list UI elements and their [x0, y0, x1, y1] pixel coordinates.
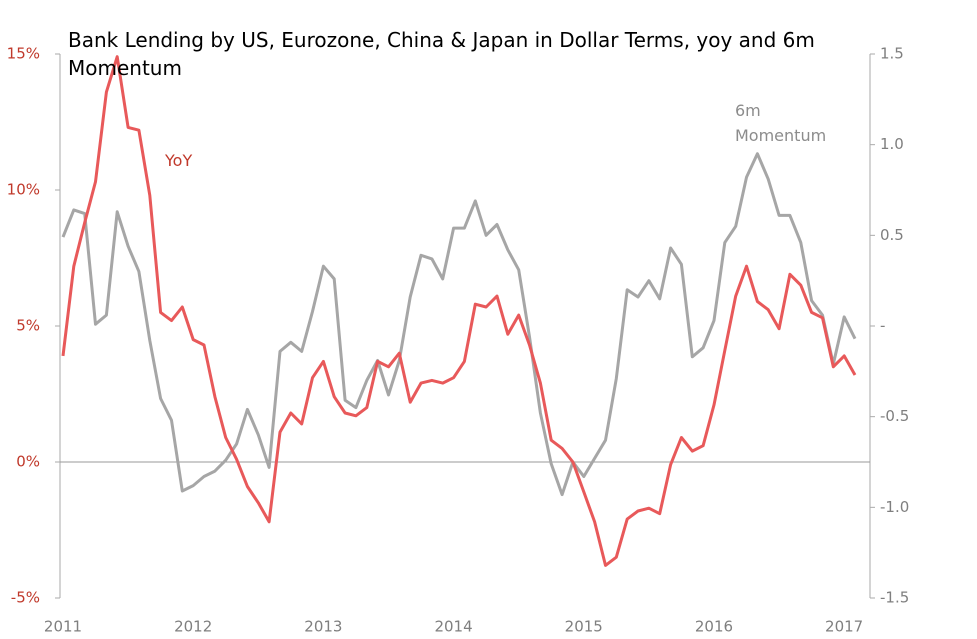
x-tick-label: 2012	[174, 618, 212, 636]
y-tick-label: 5%	[16, 317, 40, 335]
y-tick-label: -5%	[11, 589, 40, 607]
chart-title: Bank Lending by US, Eurozone, China & Ja…	[68, 28, 815, 80]
y-tick-label: 0%	[16, 453, 40, 471]
series-line	[61, 152, 857, 497]
x-tick-label: 2013	[304, 618, 342, 636]
y2-tick-label: -1.0	[880, 498, 909, 516]
series-line	[61, 55, 857, 567]
y2-tick-label: 0.5	[880, 226, 904, 244]
x-tick-label: 2014	[434, 618, 472, 636]
y2-tick-label: 1.0	[880, 135, 904, 153]
y-tick-label: 15%	[7, 45, 40, 63]
y2-tick-label: -	[880, 317, 885, 335]
x-tick-label: 2015	[565, 618, 603, 636]
y-tick-label: 10%	[7, 181, 40, 199]
x-tick-label: 2016	[695, 618, 733, 636]
x-tick-label: 2017	[825, 618, 863, 636]
x-tick-label: 2011	[44, 618, 82, 636]
y2-tick-label: 1.5	[880, 45, 904, 63]
series-label: YoY	[165, 151, 193, 170]
series-label: 6m Momentum	[735, 101, 827, 145]
y2-tick-label: -0.5	[880, 407, 909, 425]
y2-tick-label: -1.5	[880, 589, 909, 607]
